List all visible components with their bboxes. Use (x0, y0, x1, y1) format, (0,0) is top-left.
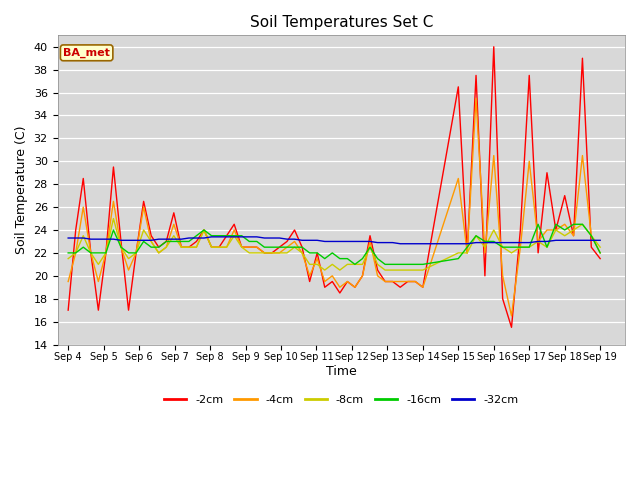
X-axis label: Time: Time (326, 365, 356, 378)
-8cm (276, 250, 284, 256)
Y-axis label: Soil Temperature (C): Soil Temperature (C) (15, 126, 28, 254)
-2cm (65, 307, 72, 313)
-32cm (276, 235, 284, 241)
-4cm (177, 244, 185, 250)
-16cm (268, 244, 276, 250)
-8cm (185, 244, 193, 250)
-16cm (314, 250, 321, 256)
Line: -2cm: -2cm (68, 47, 600, 327)
-16cm (579, 221, 586, 227)
-8cm (109, 216, 117, 221)
-4cm (534, 239, 542, 244)
-4cm (65, 279, 72, 285)
-4cm (596, 250, 604, 256)
-16cm (534, 221, 542, 227)
-4cm (508, 313, 515, 319)
-2cm (314, 250, 321, 256)
-2cm (208, 244, 216, 250)
Line: -32cm: -32cm (68, 237, 600, 244)
-2cm (490, 44, 498, 49)
-4cm (579, 153, 586, 158)
-4cm (208, 244, 216, 250)
-8cm (534, 239, 542, 244)
-32cm (208, 234, 216, 240)
-32cm (396, 241, 404, 247)
-32cm (65, 235, 72, 241)
-16cm (177, 239, 185, 244)
-8cm (579, 221, 586, 227)
Line: -8cm: -8cm (68, 218, 600, 270)
-4cm (472, 96, 480, 101)
-8cm (65, 256, 72, 262)
-8cm (215, 244, 223, 250)
-32cm (177, 236, 185, 242)
-8cm (596, 244, 604, 250)
Text: BA_met: BA_met (63, 48, 110, 58)
-8cm (321, 267, 328, 273)
Line: -4cm: -4cm (68, 98, 600, 316)
-8cm (328, 262, 336, 267)
-2cm (534, 250, 542, 256)
Title: Soil Temperatures Set C: Soil Temperatures Set C (250, 15, 433, 30)
-32cm (215, 234, 223, 240)
-2cm (579, 55, 586, 61)
-4cm (268, 250, 276, 256)
-16cm (351, 262, 359, 267)
Legend: -2cm, -4cm, -8cm, -16cm, -32cm: -2cm, -4cm, -8cm, -16cm, -32cm (159, 390, 523, 409)
-32cm (596, 238, 604, 243)
-2cm (508, 324, 515, 330)
-2cm (268, 250, 276, 256)
-16cm (596, 250, 604, 256)
-32cm (534, 239, 542, 244)
-2cm (177, 244, 185, 250)
-16cm (65, 250, 72, 256)
-16cm (208, 233, 216, 239)
Line: -16cm: -16cm (68, 224, 600, 264)
-32cm (579, 238, 586, 243)
-32cm (321, 239, 328, 244)
-4cm (314, 256, 321, 262)
-2cm (596, 256, 604, 262)
-16cm (525, 244, 533, 250)
